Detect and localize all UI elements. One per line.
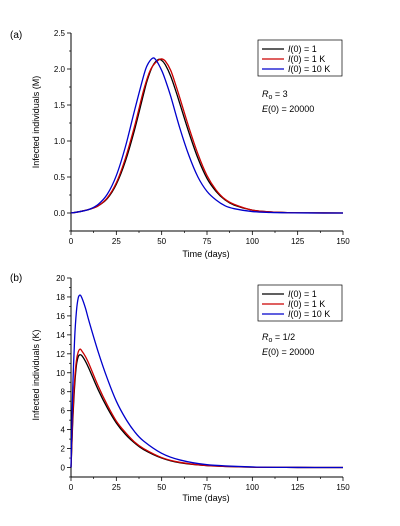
panel-a-series-line-0 [70,58,344,214]
panel-b-ticks [67,277,344,481]
legend-a-label-1: I(0) = 1 K [288,54,325,64]
panel-a-ylabel: Infected individuals (M) [31,76,41,169]
y-tick-label: 14 [56,331,65,340]
x-tick-label: 25 [112,483,121,492]
panel-b-series-line-0 [70,354,344,469]
y-tick-label: 1.0 [54,137,66,146]
panel-a-label: (a) [10,30,22,41]
panel-b-series-line-1 [70,348,344,469]
legend-a-label-2: I(0) = 10 K [288,64,330,74]
legend-b-label-1: I(0) = 1 K [288,299,325,309]
panel-b-r0-annotation: Ro = 1/2 [262,332,295,344]
panel-b-tick-labels: 0 25 50 75 100 125 150 0 2 4 6 8 10 12 14 16 18 20 [56,274,350,492]
panel-a-ticks [67,32,344,235]
x-tick-label: 0 [69,237,74,246]
y-tick-label: 4 [61,426,66,435]
panel-a: (a) Infected individuals (M) Time (days)… [10,29,350,259]
panel-a-series-line-1 [70,58,344,214]
panel-b-label: (b) [10,273,22,284]
x-tick-label: 25 [112,237,121,246]
panel-b-xlabel: Time (days) [182,493,229,503]
y-tick-label: 10 [56,369,65,378]
panel-b-legend-box [257,284,343,322]
x-tick-label: 100 [246,237,260,246]
y-tick-label: 0 [61,464,66,473]
panel-a-lines [70,57,344,214]
y-tick-label: 2.0 [54,65,66,74]
y-tick-label: 2 [61,445,66,454]
y-tick-label: 2.5 [54,29,66,38]
panel-b-legend: I(0) = 1 I(0) = 1 K I(0) = 10 K [257,284,343,322]
panel-a-r0-annotation: Ro = 3 [262,89,288,101]
x-tick-label: 0 [69,483,74,492]
panel-b-series-line-2 [70,294,344,469]
panel-a-xlabel: Time (days) [182,249,229,259]
y-tick-label: 0.5 [54,173,66,182]
x-tick-label: 75 [203,483,212,492]
y-tick-label: 16 [56,312,65,321]
y-tick-label: 8 [61,388,66,397]
x-tick-label: 150 [336,483,350,492]
y-tick-label: 12 [56,350,65,359]
panel-a-series-line-2 [70,57,344,214]
panel-b-lines [70,294,344,469]
panel-b-ylabel: Infected individuals (K) [31,329,41,420]
x-tick-label: 125 [291,237,305,246]
legend-a-label-0: I(0) = 1 [288,44,317,54]
x-tick-label: 150 [336,237,350,246]
panel-b-e0-annotation: E(0) = 20000 [262,347,314,357]
panel-a-legend-box [257,39,343,77]
panel-a-legend: I(0) = 1 I(0) = 1 K I(0) = 10 K [257,39,343,77]
y-tick-label: 0.0 [54,209,66,218]
legend-b-label-2: I(0) = 10 K [288,309,330,319]
y-tick-label: 20 [56,274,65,283]
panel-a-e0-annotation: E(0) = 20000 [262,104,314,114]
x-tick-label: 75 [203,237,212,246]
x-tick-label: 50 [157,483,166,492]
y-tick-label: 6 [61,407,66,416]
panel-a-tick-labels: 0 25 50 75 100 125 150 0.0 0.5 1.0 1.5 2.0 2.5 [54,29,350,246]
x-tick-label: 50 [157,237,166,246]
x-tick-label: 100 [246,483,260,492]
y-tick-label: 18 [56,293,65,302]
legend-b-label-0: I(0) = 1 [288,289,317,299]
panel-b: (b) Infected individuals (K) Time (days)… [10,273,350,503]
y-tick-label: 1.5 [54,101,66,110]
x-tick-label: 125 [291,483,305,492]
